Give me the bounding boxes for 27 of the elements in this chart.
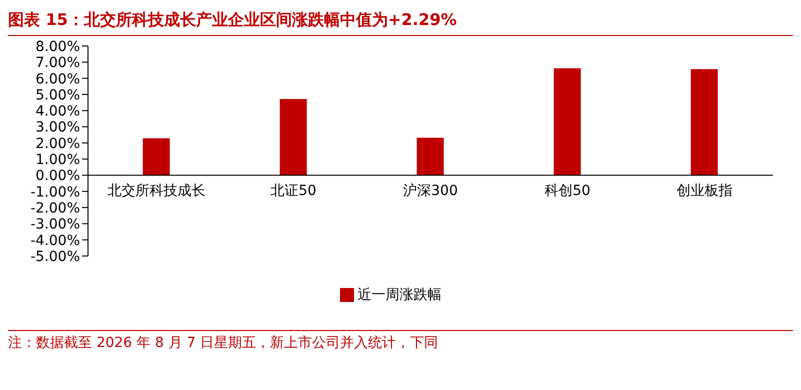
y-tick-label: 7.00% bbox=[36, 55, 80, 72]
x-tick-label: 北交所科技成长 bbox=[108, 183, 206, 200]
x-tick-label: 沪深300 bbox=[403, 183, 458, 200]
y-tick-label: 5.00% bbox=[36, 87, 80, 104]
y-tick-label: -4.00% bbox=[30, 232, 80, 249]
y-tick-label: 0.00% bbox=[36, 168, 80, 184]
x-tick-label: 科创50 bbox=[544, 183, 590, 200]
y-tick-label: 3.00% bbox=[36, 120, 80, 136]
text: 注：数据截至 2026 年 8 月 7 日星期五，新上市公司并入统计，下同 bbox=[8, 334, 440, 352]
x-tick-label: 创业板指 bbox=[676, 183, 732, 200]
y-tick-label: -2.00% bbox=[30, 200, 80, 217]
legend-label: 近一周涨跌幅 bbox=[358, 287, 442, 303]
y-tick-label: -5.00% bbox=[30, 248, 80, 265]
y-tick-label: 1.00% bbox=[36, 152, 80, 168]
bar bbox=[554, 68, 581, 176]
y-tick-label: 8.00% bbox=[36, 38, 80, 55]
y-tick-label: -3.00% bbox=[30, 216, 80, 233]
y-tick-label: -1.00% bbox=[30, 184, 80, 200]
x-tick-label: 北证50 bbox=[270, 183, 316, 200]
y-tick-label: 4.00% bbox=[36, 104, 80, 120]
bar bbox=[280, 98, 307, 176]
y-tick-label: 2.00% bbox=[36, 136, 80, 152]
bar bbox=[690, 69, 718, 176]
y-tick-label: 6.00% bbox=[36, 71, 80, 88]
bar bbox=[142, 138, 170, 176]
chart-title: 图表 15：北交所科技成长产业企业区间涨跌幅中值为+2.29% bbox=[8, 8, 793, 36]
bar bbox=[416, 138, 444, 176]
